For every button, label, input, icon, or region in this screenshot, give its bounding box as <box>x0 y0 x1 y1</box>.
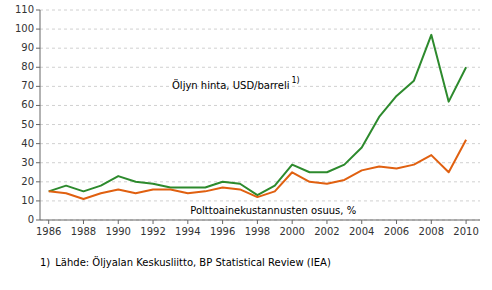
x-tick-label: 1996 <box>210 226 235 237</box>
x-tick <box>292 220 293 224</box>
x-tick-label: 2010 <box>453 226 478 237</box>
x-tick <box>431 220 432 224</box>
y-tick-label: 70 <box>21 80 34 91</box>
chart: 0 10 20 30 40 50 60 70 80 90 100 110 1986 1988 1990 199… <box>0 0 492 290</box>
x-tick-label: 1992 <box>140 226 165 237</box>
x-tick <box>48 220 49 224</box>
series-line <box>49 35 466 195</box>
x-tick-label: 1988 <box>71 226 96 237</box>
y-tick <box>36 181 40 182</box>
y-tick-label: 100 <box>15 23 34 34</box>
footnote-note: 1) <box>40 257 50 268</box>
y-tick <box>36 48 40 49</box>
grid-line <box>40 162 480 163</box>
x-tick-label: 2008 <box>419 226 444 237</box>
y-tick-label: 60 <box>21 99 34 110</box>
y-tick <box>36 105 40 106</box>
grid-line <box>40 67 480 68</box>
x-tick <box>153 220 154 224</box>
y-tick <box>36 220 40 221</box>
x-tick <box>118 220 119 224</box>
x-tick-label: 2004 <box>349 226 374 237</box>
y-tick-label: 0 <box>28 214 34 225</box>
grid-line <box>40 220 480 221</box>
y-tick <box>36 29 40 30</box>
grid-line <box>40 143 480 144</box>
y-tick-label: 90 <box>21 42 34 53</box>
grid-line <box>40 48 480 49</box>
series-line <box>49 140 466 199</box>
x-axis <box>40 220 480 221</box>
x-tick <box>83 220 84 224</box>
footnote: Lähde: Öljyalan Keskusliitto, BP Statist… <box>55 256 331 268</box>
y-tick-label: 10 <box>21 195 34 206</box>
y-tick-label: 40 <box>21 138 34 149</box>
annotation-note: 1) <box>291 76 299 85</box>
annotation: Öljyn hinta, USD/barreli <box>172 79 289 91</box>
x-tick-label: 1998 <box>245 226 270 237</box>
x-tick-label: 1994 <box>175 226 200 237</box>
x-tick <box>326 220 327 224</box>
y-tick <box>36 67 40 68</box>
y-tick <box>36 162 40 163</box>
x-tick <box>257 220 258 224</box>
x-tick <box>396 220 397 224</box>
x-tick <box>222 220 223 224</box>
grid-line <box>40 10 480 11</box>
x-tick-label: 1986 <box>36 226 61 237</box>
x-tick <box>187 220 188 224</box>
y-tick <box>36 10 40 11</box>
grid-line <box>40 200 480 201</box>
y-tick-label: 110 <box>15 4 34 15</box>
y-tick-label: 30 <box>21 157 34 168</box>
y-tick <box>36 86 40 87</box>
y-tick <box>36 124 40 125</box>
y-axis <box>40 10 41 220</box>
x-tick <box>361 220 362 224</box>
y-tick-label: 20 <box>21 176 34 187</box>
grid-line <box>40 124 480 125</box>
x-tick-label: 2006 <box>384 226 409 237</box>
grid-line <box>40 29 480 30</box>
grid-line <box>40 105 480 106</box>
annotation: Polttoainekustannusten osuus, % <box>190 205 356 216</box>
y-tick-label: 50 <box>21 119 34 130</box>
y-tick <box>36 143 40 144</box>
x-tick-label: 1990 <box>106 226 131 237</box>
x-tick-label: 2002 <box>314 226 339 237</box>
y-tick-label: 80 <box>21 61 34 72</box>
y-tick <box>36 200 40 201</box>
x-tick <box>466 220 467 224</box>
x-tick-label: 2000 <box>279 226 304 237</box>
